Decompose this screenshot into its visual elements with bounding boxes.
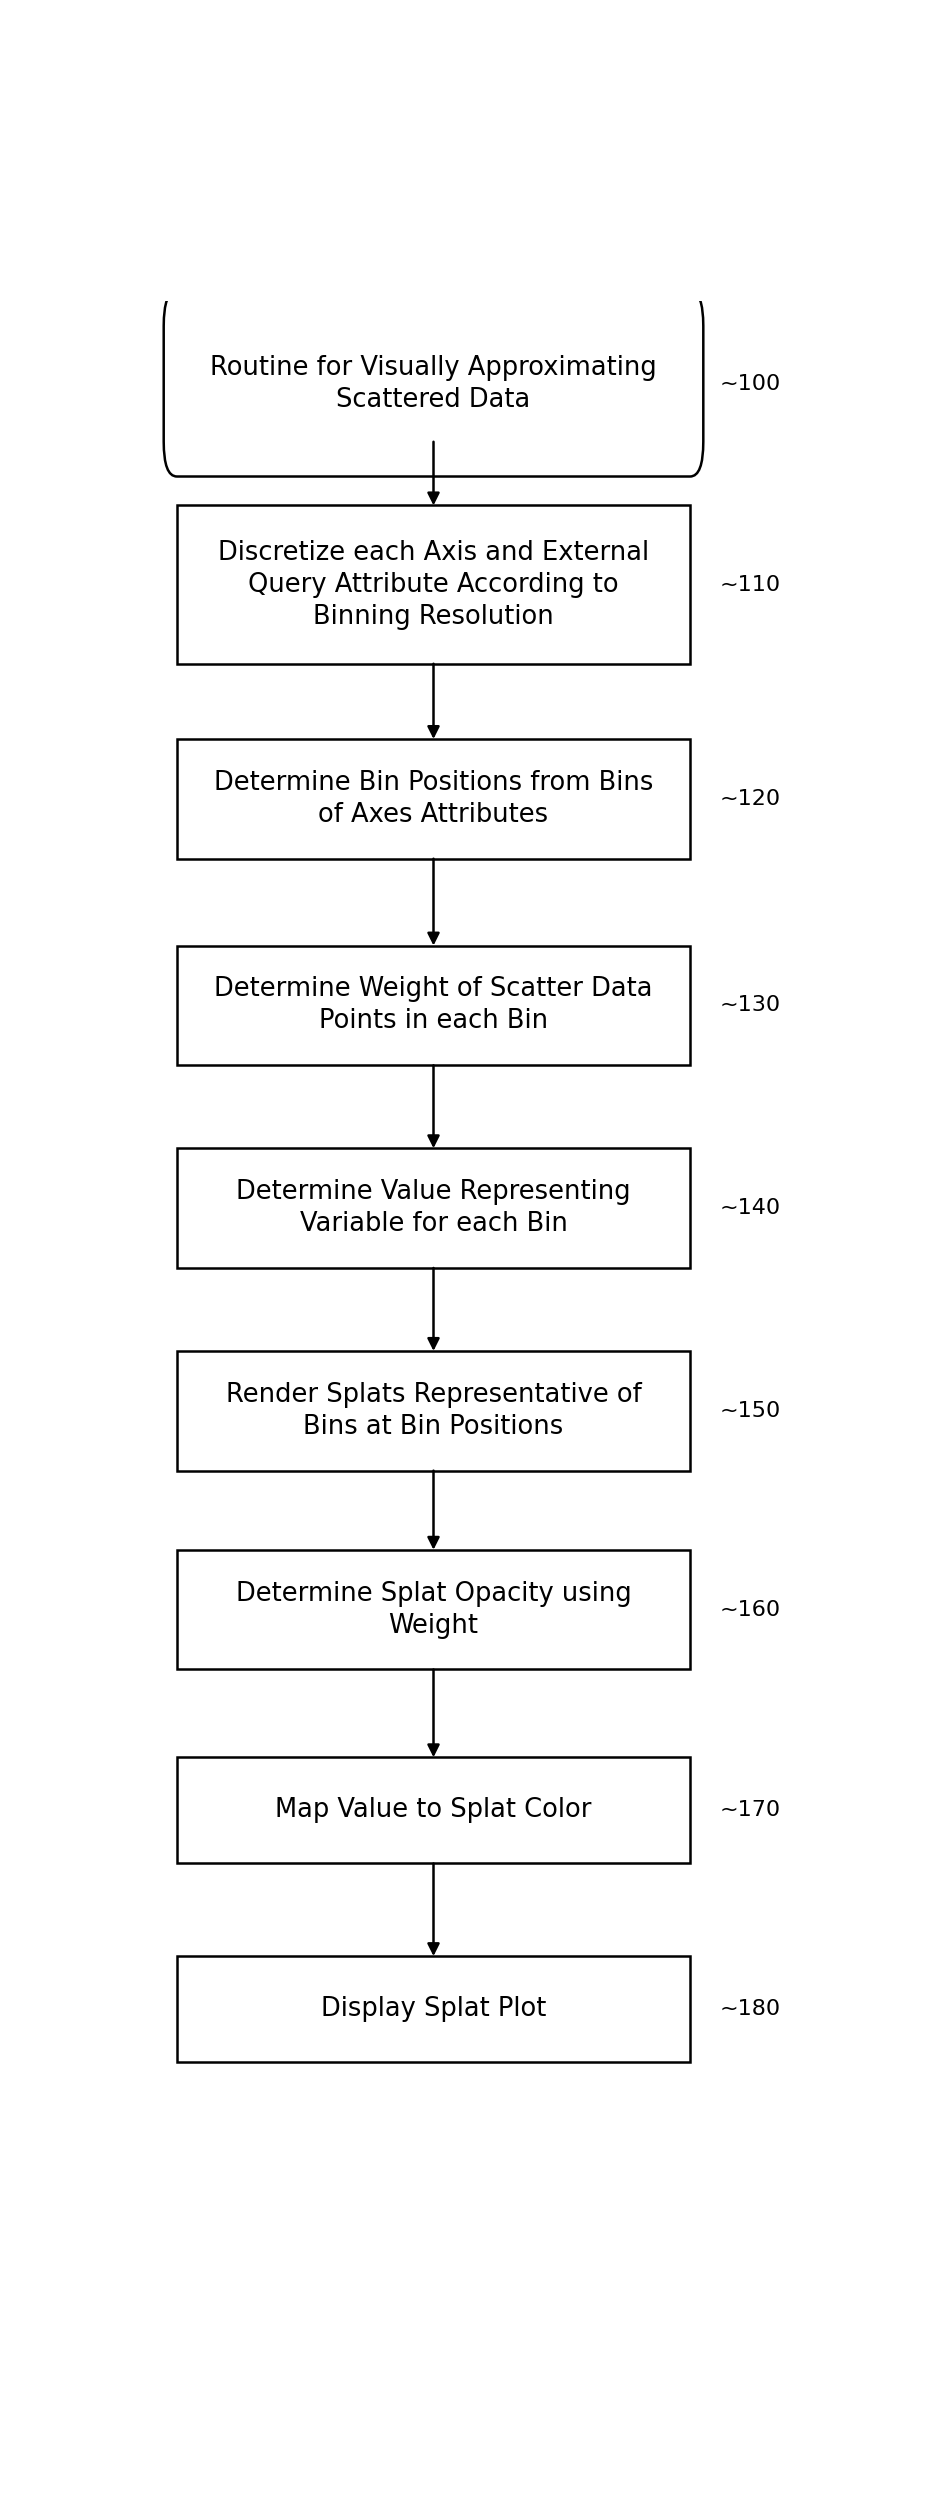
Bar — [177, 1955, 690, 2063]
Bar — [177, 1549, 690, 1670]
Bar — [177, 506, 690, 664]
Text: Determine Bin Positions from Bins
of Axes Attributes: Determine Bin Positions from Bins of Axe… — [214, 770, 653, 827]
Text: ~160: ~160 — [719, 1599, 780, 1620]
Bar — [177, 1757, 690, 1863]
Text: Determine Splat Opacity using
Weight: Determine Splat Opacity using Weight — [236, 1579, 631, 1640]
Text: Discretize each Axis and External
Query Attribute According to
Binning Resolutio: Discretize each Axis and External Query … — [218, 539, 649, 629]
FancyBboxPatch shape — [164, 291, 703, 476]
Text: Render Splats Representative of
Bins at Bin Positions: Render Splats Representative of Bins at … — [226, 1381, 641, 1439]
Text: ~150: ~150 — [719, 1401, 780, 1421]
Text: ~180: ~180 — [719, 1998, 780, 2018]
Text: Map Value to Splat Color: Map Value to Splat Color — [275, 1798, 592, 1823]
Text: ~120: ~120 — [719, 790, 780, 810]
Text: Display Splat Plot: Display Splat Plot — [321, 1996, 546, 2023]
Text: ~130: ~130 — [719, 995, 780, 1015]
Bar — [177, 740, 690, 860]
Text: Routine for Visually Approximating
Scattered Data: Routine for Visually Approximating Scatt… — [210, 356, 657, 414]
Text: ~100: ~100 — [719, 374, 780, 394]
Text: ~140: ~140 — [719, 1198, 780, 1218]
Text: Determine Value Representing
Variable for each Bin: Determine Value Representing Variable fo… — [236, 1178, 631, 1236]
Text: ~170: ~170 — [719, 1800, 780, 1820]
Bar — [177, 1351, 690, 1472]
Bar — [177, 945, 690, 1065]
Text: ~110: ~110 — [719, 574, 780, 594]
Text: Determine Weight of Scatter Data
Points in each Bin: Determine Weight of Scatter Data Points … — [214, 975, 653, 1035]
Bar — [177, 1148, 690, 1269]
